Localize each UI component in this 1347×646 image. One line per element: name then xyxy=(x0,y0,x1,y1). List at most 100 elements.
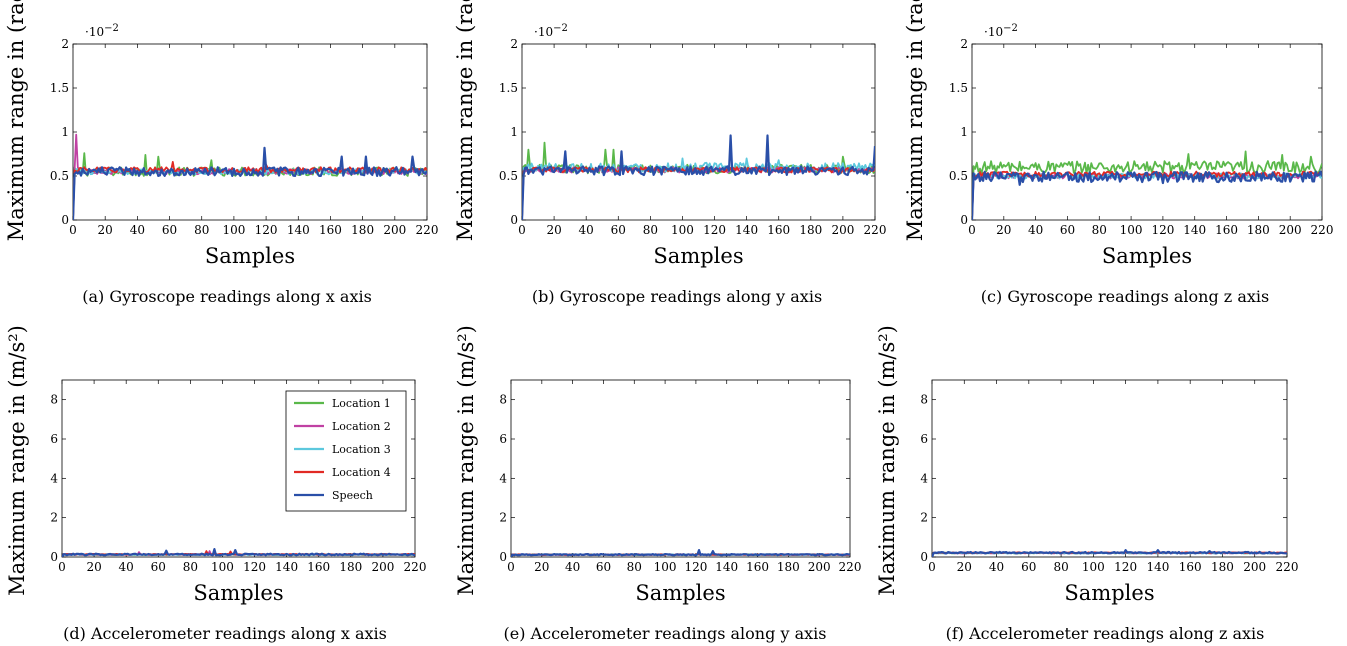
x-tick-label: 60 xyxy=(611,223,626,237)
legend-label: Location 4 xyxy=(332,466,391,479)
series-line-location-1 xyxy=(522,141,875,220)
x-tick-label: 160 xyxy=(319,223,342,237)
x-tick-label: 180 xyxy=(351,223,374,237)
y-tick-label: 6 xyxy=(499,432,507,446)
x-tick-label: 100 xyxy=(1082,560,1105,574)
series-line-speech xyxy=(73,146,427,220)
series-group xyxy=(522,134,875,220)
x-tick-label: 40 xyxy=(1028,223,1043,237)
y-tick-label: 8 xyxy=(499,393,507,407)
x-axis-title: Samples xyxy=(653,244,743,268)
x-tick-label: 200 xyxy=(1279,223,1302,237)
legend: Location 1 Location 2 Location 3 Location 4… xyxy=(285,390,407,512)
x-tick-label: 140 xyxy=(275,560,298,574)
series-line-location-3 xyxy=(972,172,1322,220)
x-tick-label: 80 xyxy=(194,223,209,237)
x-tick-label: 160 xyxy=(1215,223,1238,237)
x-tick-label: 40 xyxy=(119,560,134,574)
x-tick-label: 20 xyxy=(546,223,561,237)
x-tick-label: 20 xyxy=(996,223,1011,237)
axis-multiplier-exponent: −2 xyxy=(104,23,119,34)
chart-panel-1: 0 20 40 60 80 100 120 140 160 180 200 220 0 0.5 1 1.5 2 ·… xyxy=(4,0,438,306)
y-tick-label: 0 xyxy=(61,213,69,227)
y-tick-label: 0 xyxy=(510,213,518,227)
x-tick-label: 40 xyxy=(565,560,580,574)
chart-panel-2: 0 20 40 60 80 100 120 140 160 180 200 220 0 0.5 1 1.5 2 ·… xyxy=(453,0,886,306)
x-tick-label: 220 xyxy=(416,223,439,237)
x-tick-label: 20 xyxy=(86,560,101,574)
series-group xyxy=(73,133,427,220)
series-line-location-2 xyxy=(972,172,1322,220)
x-tick-label: 180 xyxy=(1247,223,1270,237)
legend-label: Location 2 xyxy=(332,420,391,433)
y-tick-label: 1.5 xyxy=(50,81,69,95)
x-tick-label: 100 xyxy=(671,223,694,237)
panel-caption: (b) Gyroscope readings along y axis xyxy=(532,287,822,306)
series-line-speech xyxy=(62,548,415,557)
y-tick-label: 1 xyxy=(61,125,69,139)
legend-label: Location 3 xyxy=(332,443,391,456)
x-tick-label: 60 xyxy=(596,560,611,574)
axis-multiplier-exponent: −2 xyxy=(1003,23,1018,34)
chart-panel-3: 0 20 40 60 80 100 120 140 160 180 200 220 0 0.5 1 1.5 2 ·… xyxy=(903,0,1333,306)
x-tick-label: 140 xyxy=(715,560,738,574)
x-tick-label: 0 xyxy=(968,223,976,237)
series-line-speech xyxy=(511,549,850,557)
y-tick-label: 4 xyxy=(499,471,507,485)
y-axis-title: Maximum range in (m/s²) xyxy=(875,325,899,596)
x-tick-label: 220 xyxy=(864,223,887,237)
x-tick-label: 100 xyxy=(1120,223,1143,237)
series-line-speech xyxy=(522,134,875,220)
y-tick-label: 1.5 xyxy=(949,81,968,95)
series-line-location-4 xyxy=(522,166,875,220)
y-tick-label: 0 xyxy=(50,550,58,564)
panel-caption: (f) Accelerometer readings along z axis xyxy=(946,624,1265,643)
x-tick-label: 180 xyxy=(339,560,362,574)
series-line-location-2 xyxy=(73,133,427,220)
series-group xyxy=(972,150,1322,220)
x-tick-label: 80 xyxy=(1053,560,1068,574)
x-tick-label: 40 xyxy=(579,223,594,237)
y-tick-label: 0 xyxy=(499,550,507,564)
y-tick-label: 2 xyxy=(510,37,518,51)
y-tick-label: 2 xyxy=(499,511,507,525)
axis-multiplier-exponent: −2 xyxy=(553,23,568,34)
axis-multiplier-base: ·10 xyxy=(85,25,104,39)
series-line-speech xyxy=(972,170,1322,220)
series-group xyxy=(62,548,415,557)
x-tick-label: 60 xyxy=(162,223,177,237)
x-tick-label: 100 xyxy=(211,560,234,574)
x-axis-title: Samples xyxy=(193,581,283,605)
series-group xyxy=(511,549,850,557)
axis-multiplier-base: ·10 xyxy=(534,25,553,39)
series-line-location-1 xyxy=(972,150,1322,220)
x-tick-label: 0 xyxy=(507,560,515,574)
x-tick-label: 20 xyxy=(957,560,972,574)
x-tick-label: 220 xyxy=(839,560,862,574)
y-tick-label: 4 xyxy=(50,471,58,485)
axis-multiplier: ·10−2 xyxy=(534,23,568,39)
x-tick-label: 180 xyxy=(777,560,800,574)
x-tick-label: 120 xyxy=(243,560,266,574)
x-tick-label: 60 xyxy=(1021,560,1036,574)
x-tick-label: 160 xyxy=(767,223,790,237)
y-axis-title: Maximum range in (m/s²) xyxy=(454,325,478,596)
x-tick-label: 200 xyxy=(831,223,854,237)
y-tick-label: 6 xyxy=(50,432,58,446)
series-group xyxy=(932,549,1287,557)
x-tick-label: 120 xyxy=(684,560,707,574)
y-tick-label: 2 xyxy=(920,511,928,525)
y-axis-title: Maximum range in (rad/s) xyxy=(903,0,927,241)
y-tick-label: 6 xyxy=(920,432,928,446)
y-tick-label: 0.5 xyxy=(50,169,69,183)
panel-caption: (e) Accelerometer readings along y axis xyxy=(504,624,827,643)
y-tick-label: 2 xyxy=(61,37,69,51)
x-tick-label: 80 xyxy=(183,560,198,574)
x-tick-label: 60 xyxy=(1060,223,1075,237)
y-tick-label: 0.5 xyxy=(499,169,518,183)
x-tick-label: 220 xyxy=(1311,223,1334,237)
y-axis-title: Maximum range in (rad/s) xyxy=(453,0,477,241)
plot-frame xyxy=(971,43,1323,221)
x-tick-label: 160 xyxy=(1179,560,1202,574)
